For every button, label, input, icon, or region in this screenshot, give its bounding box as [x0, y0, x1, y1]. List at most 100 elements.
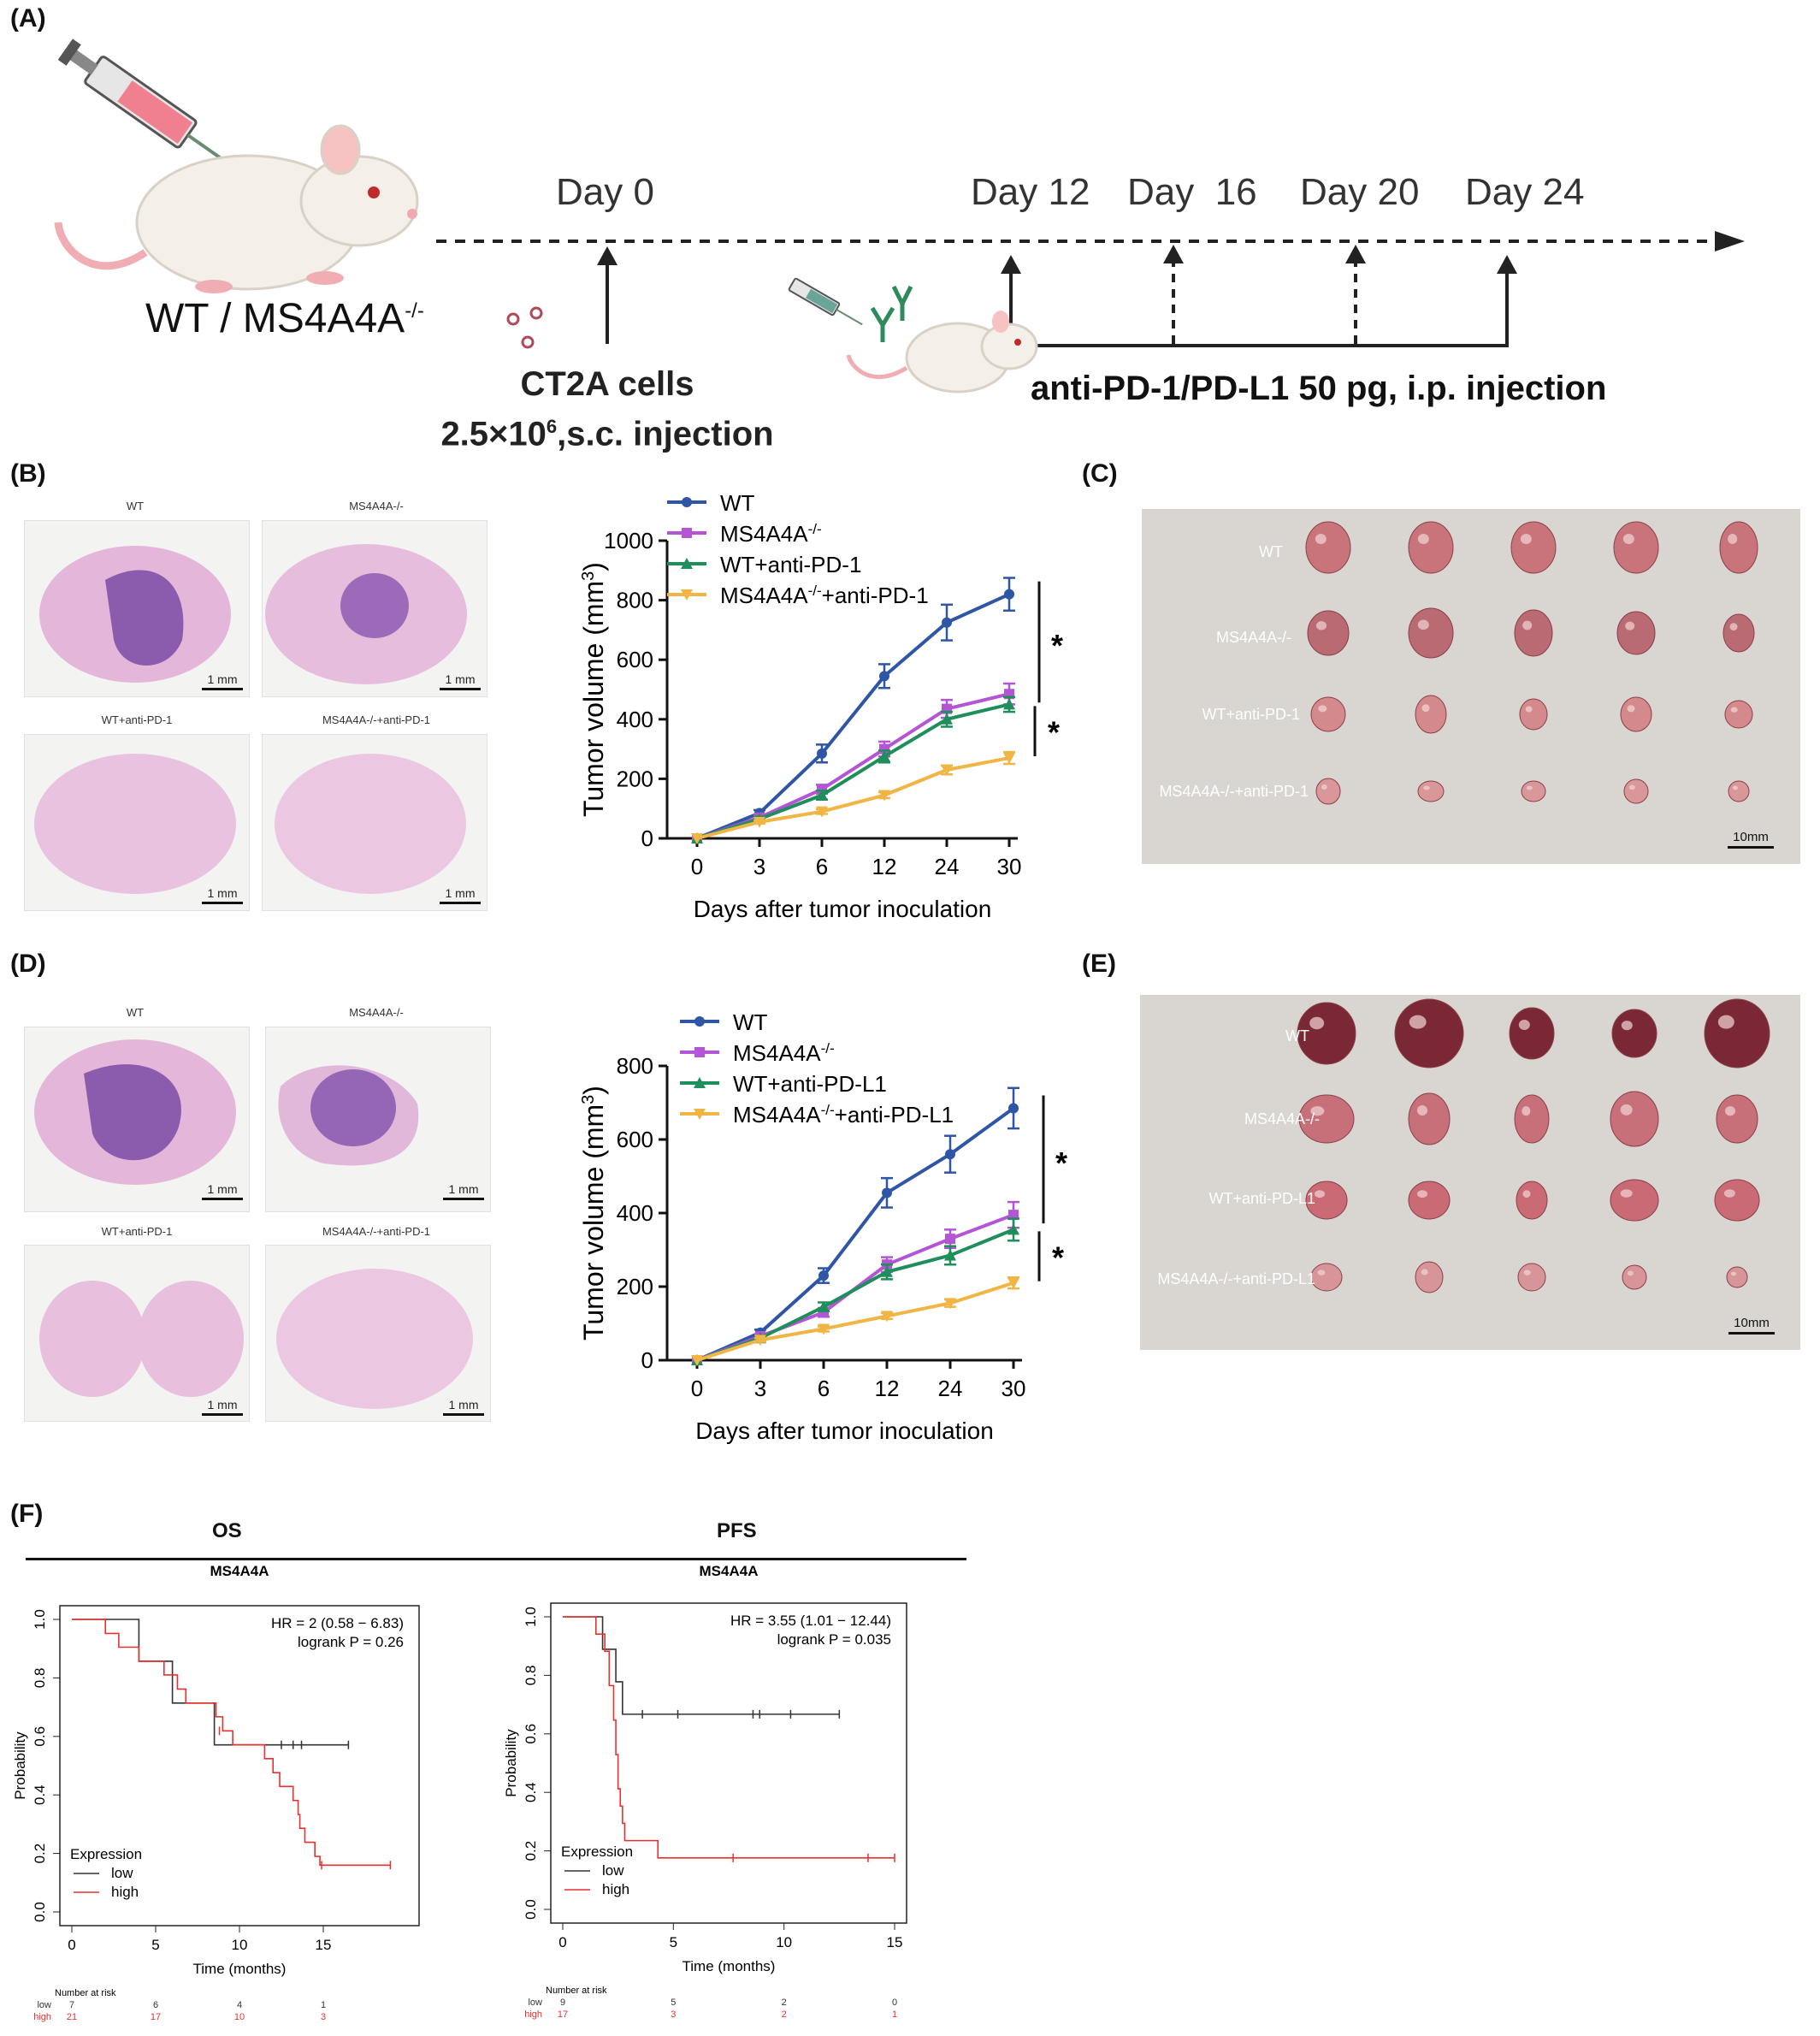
tumor-row-label-ko: MS4A4A-/- — [1244, 1110, 1320, 1127]
risk-row-label: high — [524, 2009, 542, 2020]
tumor-specimen — [1408, 521, 1454, 574]
tumor-highlight — [1421, 1269, 1428, 1275]
data-point — [945, 1234, 955, 1245]
tumor-specimen — [1394, 998, 1464, 1068]
scale-bar-text: 1 mm — [445, 886, 476, 900]
tumor-scale-bar-e: 10mm — [1728, 1316, 1775, 1335]
series-line — [696, 592, 1010, 840]
legend-marker — [681, 558, 693, 569]
risk-count: 1 — [892, 2009, 897, 2020]
day-20-label: Day 20 — [1300, 171, 1420, 213]
y-tick-label: 0.6 — [32, 1726, 48, 1747]
tumor-highlight — [1417, 1105, 1427, 1116]
data-point — [944, 1298, 956, 1310]
tumor-highlight — [1310, 1106, 1325, 1116]
significance-mark: * — [1048, 715, 1060, 750]
x-axis-label: Days after tumor inoculation — [695, 1418, 994, 1444]
x-tick-label: 0 — [691, 1376, 703, 1401]
series-line — [696, 702, 1010, 840]
scale-bar-line — [440, 902, 481, 904]
tumor-highlight — [1523, 1270, 1531, 1275]
tumor-highlight — [1409, 1015, 1427, 1029]
tumor-specimen — [1305, 521, 1351, 574]
histology-scale-bar: 1 mm — [202, 1398, 243, 1416]
tumor-specimen — [1719, 521, 1758, 574]
treated-mouse-icon — [846, 311, 1038, 394]
legend-title: Expression — [561, 1844, 633, 1860]
histology-scale-bar: 1 mm — [202, 672, 243, 690]
histology-label-wt-antipd1: WT+anti-PD-1 — [101, 713, 173, 726]
legend-label: WT+anti-PD-1 — [720, 552, 861, 577]
km-plot-os: MS4A4A 0.0 0.2 0.4 0.6 0.8 1.0 Probability 0 5 10 1… — [12, 1565, 420, 2022]
risk-count: 7 — [69, 2000, 74, 2010]
panel-label-d: (D) — [10, 950, 46, 978]
tumor-specimen — [1315, 778, 1341, 805]
y-tick-label: 400 — [617, 707, 653, 732]
panel-label-e: (E) — [1082, 950, 1116, 978]
tumor-specimen — [1514, 1094, 1550, 1144]
tumor-row-label-ko: MS4A4A-/- — [1215, 629, 1291, 646]
legend-label: high — [602, 1881, 629, 1897]
risk-count: 3 — [321, 2012, 326, 2022]
scale-bar-text: 10mm — [1733, 830, 1769, 844]
legend-label: MS4A4A-/- — [720, 521, 822, 547]
cell-injection-label: CT2A cells 2.5×106,s.c. injection — [419, 363, 795, 455]
data-point — [1004, 589, 1014, 600]
legend-marker — [681, 589, 693, 601]
tumor-specimen — [1620, 696, 1652, 732]
y-axis-label: Probability — [12, 1731, 28, 1800]
tumor-specimen — [1408, 1181, 1451, 1220]
histology-sections-b — [34, 544, 467, 894]
scale-bar-line — [1728, 846, 1774, 849]
tumor-specimen — [1623, 778, 1649, 804]
tumor-highlight — [1621, 1021, 1633, 1031]
data-point — [882, 1187, 892, 1199]
logrank-p: logrank P = 0.26 — [298, 1634, 404, 1650]
risk-row-label: low — [528, 1998, 542, 2008]
scale-bar-line — [443, 1198, 484, 1200]
x-tick-label: 3 — [754, 1376, 766, 1401]
legend-label: low — [111, 1865, 133, 1881]
tumor-highlight — [1417, 1190, 1427, 1199]
day-24-label: Day 24 — [1465, 171, 1585, 213]
x-tick-label: 10 — [776, 1934, 792, 1950]
tumor-highlight — [1731, 1271, 1736, 1276]
scale-bar-text: 1 mm — [207, 1182, 238, 1196]
y-axis-label-close: ) — [578, 562, 609, 571]
y-tick-label: 600 — [617, 647, 653, 672]
tumor-highlight — [1628, 784, 1635, 790]
scale-bar-line — [1728, 1332, 1775, 1335]
x-axis-label: Days after tumor inoculation — [694, 896, 992, 922]
scale-bar-text: 1 mm — [448, 1398, 479, 1412]
tumor-photo-c: WT MS4A4A-/- WT+anti-PD-1 MS4A4A-/-+anti… — [1142, 509, 1800, 864]
tumor-highlight — [1525, 706, 1533, 713]
risk-table-header: Number at risk — [55, 1988, 116, 1998]
tumor-row-label-wt-antipdl1: WT+anti-PD-L1 — [1208, 1190, 1315, 1207]
y-tick-label: 0.8 — [32, 1668, 48, 1689]
data-point — [816, 789, 828, 801]
tumor-highlight — [1315, 534, 1327, 544]
y-tick-label: 200 — [617, 1274, 653, 1299]
legend-label: WT+anti-PD-L1 — [733, 1071, 887, 1097]
risk-count: 2 — [782, 1998, 787, 2008]
y-axis-label-close: ) — [578, 1086, 609, 1095]
tumor-highlight — [1728, 534, 1738, 544]
tumor-specimen — [1514, 609, 1553, 657]
risk-count: 4 — [237, 2000, 242, 2010]
histology-scale-bar: 1 mm — [440, 672, 481, 690]
cell-dose-route: ,s.c. injection — [557, 415, 774, 453]
scale-bar-line — [443, 1413, 484, 1416]
tumor-highlight — [1318, 705, 1327, 713]
tumor-growth-chart-d: 0 200 400 600 800 0 3 6 12 24 30 Days after tumor i… — [578, 1009, 1067, 1444]
tumor-highlight — [1625, 621, 1635, 630]
arrow-up-icon — [1163, 245, 1184, 263]
cell-dose-exponent: 6 — [546, 416, 558, 437]
histology-label-ko-antipd1: MS4A4A-/-+anti-PD-1 — [322, 713, 431, 726]
legend-label: high — [111, 1884, 139, 1900]
data-point — [1008, 1210, 1019, 1221]
data-point — [942, 617, 952, 628]
tumor-specimen — [1307, 610, 1350, 656]
x-tick-label: 0 — [68, 1937, 75, 1953]
